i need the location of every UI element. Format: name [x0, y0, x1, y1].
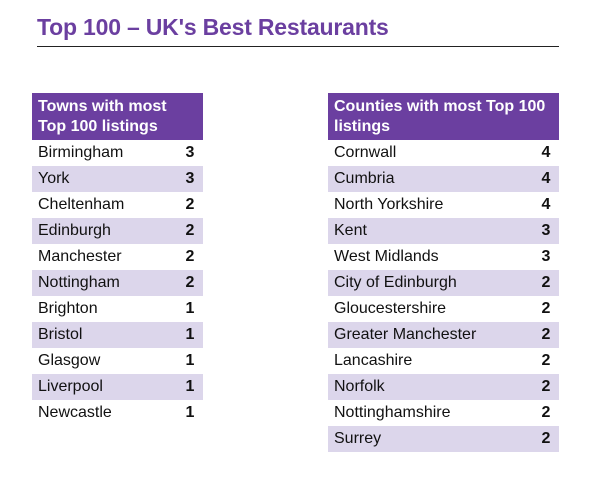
table-row: Norfolk 2: [328, 374, 559, 400]
row-name: Norfolk: [334, 378, 385, 395]
table-row: Newcastle 1: [32, 400, 203, 426]
row-name: Cheltenham: [38, 196, 125, 213]
row-name: West Midlands: [334, 248, 439, 265]
table-row: Cheltenham 2: [32, 192, 203, 218]
row-count: 2: [541, 378, 551, 395]
row-count: 2: [185, 274, 195, 291]
row-name: York: [38, 170, 70, 187]
row-name: Bristol: [38, 326, 83, 343]
row-name: Liverpool: [38, 378, 103, 395]
row-count: 3: [185, 170, 195, 187]
table-row: Nottingham 2: [32, 270, 203, 296]
row-count: 1: [185, 300, 195, 317]
row-count: 4: [541, 144, 551, 161]
row-count: 1: [185, 378, 195, 395]
row-name: Lancashire: [334, 352, 413, 369]
row-name: Kent: [334, 222, 367, 239]
row-count: 3: [541, 222, 551, 239]
table-row: Birmingham 3: [32, 140, 203, 166]
row-count: 1: [185, 352, 195, 369]
table-row: Gloucestershire 2: [328, 296, 559, 322]
table-row: Surrey 2: [328, 426, 559, 452]
row-name: Nottinghamshire: [334, 404, 451, 421]
row-count: 2: [541, 300, 551, 317]
table-row: Cornwall 4: [328, 140, 559, 166]
table-row: Liverpool 1: [32, 374, 203, 400]
row-name: Glasgow: [38, 352, 101, 369]
row-count: 1: [185, 326, 195, 343]
row-name: City of Edinburgh: [334, 274, 457, 291]
table-row: York 3: [32, 166, 203, 192]
row-count: 2: [541, 404, 551, 421]
counties-table-header: Counties with most Top 100 listings: [328, 93, 559, 140]
table-row: Manchester 2: [32, 244, 203, 270]
row-count: 4: [541, 196, 551, 213]
row-name: Cornwall: [334, 144, 397, 161]
row-name: Birmingham: [38, 144, 124, 161]
table-row: North Yorkshire 4: [328, 192, 559, 218]
counties-table-rows: Cornwall 4 Cumbria 4 North Yorkshire 4 Kent 3 We…: [328, 140, 559, 452]
towns-table-rows: Birmingham 3 York 3 Cheltenham 2 Edinburgh 2 Man…: [32, 140, 203, 426]
table-row: Edinburgh 2: [32, 218, 203, 244]
table-row: Cumbria 4: [328, 166, 559, 192]
title-divider: [37, 46, 559, 47]
row-name: Greater Manchester: [334, 326, 477, 343]
row-name: Cumbria: [334, 170, 395, 187]
row-name: Surrey: [334, 430, 382, 447]
row-name: Newcastle: [38, 404, 112, 421]
row-count: 2: [541, 430, 551, 447]
row-count: 1: [185, 404, 195, 421]
table-row: Brighton 1: [32, 296, 203, 322]
towns-table-header: Towns with most Top 100 listings: [32, 93, 203, 140]
row-name: North Yorkshire: [334, 196, 444, 213]
page-title: Top 100 – UK's Best Restaurants: [37, 14, 389, 40]
row-count: 2: [185, 196, 195, 213]
row-count: 2: [185, 248, 195, 265]
counties-table: Counties with most Top 100 listings Corn…: [328, 93, 559, 452]
row-count: 2: [185, 222, 195, 239]
table-row: Greater Manchester 2: [328, 322, 559, 348]
table-row: Kent 3: [328, 218, 559, 244]
table-row: City of Edinburgh 2: [328, 270, 559, 296]
row-name: Nottingham: [38, 274, 120, 291]
row-count: 2: [541, 326, 551, 343]
row-count: 4: [541, 170, 551, 187]
table-row: Lancashire 2: [328, 348, 559, 374]
row-count: 2: [541, 352, 551, 369]
row-name: Manchester: [38, 248, 122, 265]
table-row: Glasgow 1: [32, 348, 203, 374]
table-row: West Midlands 3: [328, 244, 559, 270]
row-name: Gloucestershire: [334, 300, 447, 317]
table-row: Nottinghamshire 2: [328, 400, 559, 426]
row-count: 3: [185, 144, 195, 161]
row-count: 2: [541, 274, 551, 291]
table-row: Bristol 1: [32, 322, 203, 348]
towns-table: Towns with most Top 100 listings Birming…: [32, 93, 203, 426]
row-name: Brighton: [38, 300, 98, 317]
row-name: Edinburgh: [38, 222, 111, 239]
row-count: 3: [541, 248, 551, 265]
